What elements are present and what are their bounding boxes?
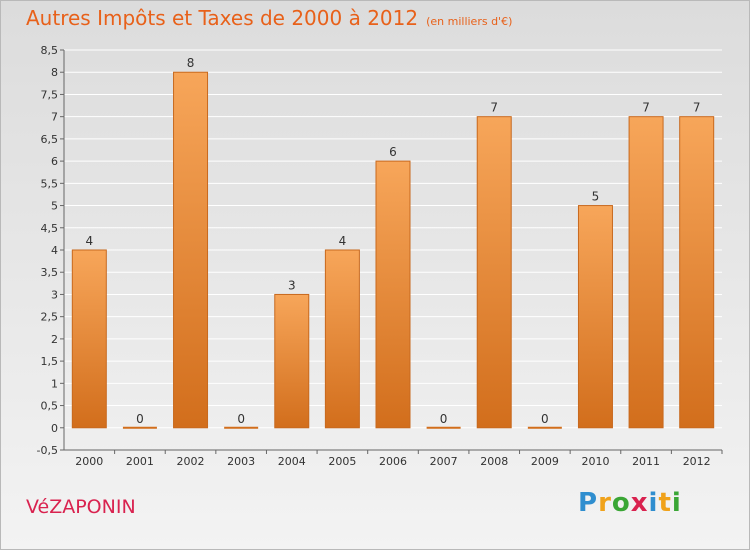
title-unit: (en milliers d'€) (426, 15, 513, 28)
y-tick-label: 3 (51, 288, 58, 301)
x-tick-label: 2009 (531, 455, 559, 468)
y-tick-label: 8 (51, 66, 58, 79)
y-tick-label: 4 (51, 244, 58, 257)
logo-letter: t (658, 488, 672, 518)
bars (71, 71, 715, 429)
data-label-2010: 5 (592, 190, 600, 204)
y-tick-label: 7,5 (41, 88, 59, 101)
data-label-2012: 7 (693, 101, 701, 115)
x-tick-label: 2006 (379, 455, 407, 468)
x-tick-label: 2001 (126, 455, 154, 468)
bar-2005 (324, 249, 360, 429)
data-label-2008: 7 (490, 101, 498, 115)
y-tick-label: 2,5 (41, 311, 59, 324)
data-label-2007: 0 (440, 412, 448, 426)
bar-2011 (628, 116, 664, 429)
data-label-2009: 0 (541, 412, 549, 426)
commune-name: VéZAPONIN (26, 496, 136, 518)
data-labels: 4 0 8 0 3 4 6 0 7 0 5 7 7 (85, 56, 700, 426)
x-tick-label: 2007 (430, 455, 458, 468)
logo-letter: r (598, 488, 612, 518)
x-tick-label: 2004 (278, 455, 306, 468)
bar-2002 (173, 71, 209, 429)
title-text: Autres Impôts et Taxes de 2000 à 2012 (26, 6, 419, 30)
bar-2012 (679, 116, 715, 429)
chart-title: Autres Impôts et Taxes de 2000 à 2012 (en… (26, 6, 512, 30)
proxiti-logo: Proxiti (578, 488, 682, 518)
y-tick-label: -0,5 (37, 444, 58, 457)
x-tick-label: 2008 (480, 455, 508, 468)
y-tick-labels: -0,5 0 0,5 1 1,5 2 2,5 3 3,5 4 4,5 5 5,5 6 6,5 7 7,5 8 8,5 (37, 44, 64, 457)
data-label-2004: 3 (288, 278, 296, 292)
y-tick-label: 4,5 (41, 222, 59, 235)
x-tick-labels: 2000 2001 2002 2003 2004 2005 2006 2007 2008 2009… (75, 450, 723, 468)
logo-letter: i (671, 488, 682, 518)
y-tick-label: 0,5 (41, 400, 59, 413)
x-tick-label: 2002 (177, 455, 205, 468)
y-tick-label: 0 (51, 422, 58, 435)
data-label-2006: 6 (389, 145, 397, 159)
data-label-2003: 0 (237, 412, 245, 426)
y-tick-label: 7 (51, 111, 58, 124)
logo-letter: o (611, 488, 631, 518)
data-label-2005: 4 (339, 234, 347, 248)
bar-2010 (577, 205, 613, 429)
bar-2004 (274, 293, 310, 429)
x-tick-label: 2005 (328, 455, 356, 468)
data-label-2011: 7 (642, 101, 650, 115)
x-tick-label: 2010 (581, 455, 609, 468)
bar-2006 (375, 160, 411, 429)
x-tick-label: 2000 (75, 455, 103, 468)
bar-2000 (71, 249, 107, 429)
y-tick-label: 3,5 (41, 266, 59, 279)
y-tick-label: 5 (51, 200, 58, 213)
y-tick-label: 6,5 (41, 133, 59, 146)
x-tick-label: 2011 (632, 455, 660, 468)
logo-letter: x (630, 488, 649, 518)
bar-2008 (476, 116, 512, 429)
y-tick-label: 1 (51, 377, 58, 390)
y-tick-label: 2 (51, 333, 58, 346)
logo-letter: P (578, 488, 599, 518)
x-tick-label: 2012 (683, 455, 711, 468)
data-label-2001: 0 (136, 412, 144, 426)
data-label-2002: 8 (187, 56, 195, 70)
y-tick-label: 5,5 (41, 177, 59, 190)
x-tick-label: 2003 (227, 455, 255, 468)
y-tick-label: 6 (51, 155, 58, 168)
y-tick-label: 1,5 (41, 355, 59, 368)
y-tick-label: 8,5 (41, 44, 59, 57)
logo-letter: i (648, 488, 659, 518)
data-label-2000: 4 (85, 234, 93, 248)
